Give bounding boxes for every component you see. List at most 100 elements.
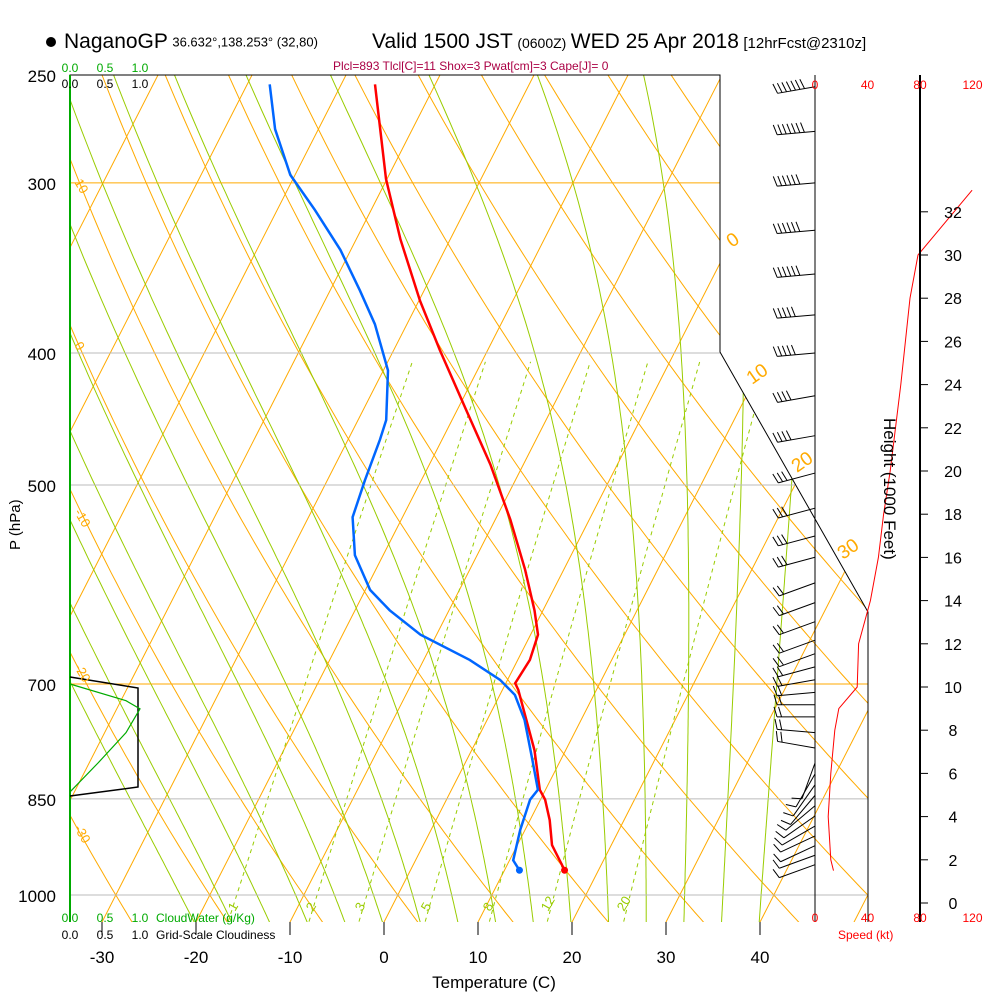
wind-barb-feather [772, 868, 780, 878]
wind-barb-feather [772, 587, 780, 597]
dry-adiabat-line [842, 75, 868, 922]
wind-barb-feather [795, 122, 801, 133]
wind-barb-feather [775, 731, 779, 742]
wind-barb-feather [790, 222, 796, 233]
wind-barb-feather [781, 506, 788, 516]
wind-barb [795, 773, 816, 808]
wind-barb-feather [772, 392, 779, 403]
cloudiness-tick-top: 1.0 [132, 77, 149, 91]
wind-barb [779, 582, 816, 597]
wind-barb [779, 653, 816, 668]
wind-barb-feather [776, 431, 783, 442]
wind-barb-feather [790, 344, 796, 355]
adiabat-label: -20 [71, 661, 93, 685]
dry-adiabat-line [70, 75, 515, 922]
wind-barb-feather [777, 267, 783, 278]
moist-adiabat-line [70, 75, 346, 922]
mixing-ratio-line [308, 361, 486, 922]
isotherm-line [100, 75, 547, 922]
mixing-ratio-line [488, 361, 649, 922]
speed-tick-label-top: 80 [913, 78, 927, 92]
wind-barb [779, 854, 816, 869]
adiabat-label: 0 [723, 229, 744, 252]
wind-barb-feather [776, 507, 784, 518]
temp-tick-label: -20 [184, 948, 209, 967]
wind-barb-feather [786, 175, 792, 186]
wind-barb-feather [777, 175, 783, 186]
wind-barb-feather [776, 624, 784, 634]
height-tick-label: 30 [944, 248, 962, 265]
wind-barb [777, 740, 816, 749]
temperature-profile [373, 84, 566, 871]
cloudiness-tick-top: 0.5 [97, 77, 114, 91]
wind-barb-feather [772, 432, 779, 443]
speed-tick-label-bottom: 0 [812, 911, 819, 925]
mixing-ratio-line [424, 361, 591, 922]
station-coords: 36.632°,138.253° (32,80) [172, 34, 318, 50]
station-dot-icon [46, 37, 56, 47]
cloudiness-tick-bottom: 0.0 [62, 928, 79, 942]
wind-barb [783, 815, 816, 839]
wind-barb-feather [786, 307, 792, 318]
wind-barb-feather [780, 731, 783, 743]
wind-barb-feather [778, 706, 783, 718]
cloudwater-tick-bottom: 0.0 [62, 911, 79, 925]
wind-barb [778, 666, 816, 678]
cloud-water-curve [69, 683, 141, 793]
wind-barb [780, 835, 816, 853]
isotherm-line [288, 75, 735, 922]
isotherm-line [70, 75, 171, 922]
speed-axis-label: Speed (kt) [838, 928, 893, 942]
wind-speed-curve [827, 189, 973, 871]
dry-adiabat-line [529, 75, 868, 922]
moist-adiabat-line [70, 75, 422, 922]
wind-barb-feather [777, 124, 783, 135]
wind-barb-feather [776, 82, 783, 93]
isotherm-line [70, 75, 453, 922]
wind-barb-feather [776, 605, 784, 615]
wind-barb-feather [772, 508, 779, 519]
wind-barb-feather [794, 79, 801, 90]
wind-barb-feather [781, 391, 788, 402]
dry-adiabat-line [92, 75, 611, 922]
station-name: NaganoGP [64, 30, 168, 53]
height-tick-label: 0 [949, 896, 958, 913]
wind-barb [778, 472, 816, 484]
pressure-tick-label: 400 [28, 345, 56, 364]
wind-barb-feather [785, 804, 797, 808]
height-tick-label: 20 [944, 464, 962, 481]
height-tick-label: 26 [944, 334, 962, 351]
speed-tick-label-top: 120 [962, 78, 982, 92]
moist-adiabat-line [164, 75, 497, 922]
wind-barb-feather [790, 265, 796, 276]
wind-barb-feather [776, 824, 787, 831]
isotherm-line [70, 75, 359, 922]
height-tick-label: 22 [944, 421, 962, 438]
moist-adiabat-line [637, 75, 690, 922]
wind-barb-feather [778, 694, 783, 705]
wind-barb [777, 86, 816, 94]
wind-barb-feather [772, 859, 780, 869]
wind-barb [777, 182, 816, 187]
wind-barb-feather [772, 685, 778, 696]
wind-barb [779, 864, 816, 879]
wind-barb-feather [775, 830, 785, 839]
wind-barb-feather [774, 837, 783, 846]
wind-barb-feather [773, 853, 781, 863]
dry-adiabat-line [342, 75, 868, 922]
wind-barb-feather [772, 658, 780, 667]
temp-tick-label: -10 [278, 948, 303, 967]
wind-barb-feather [773, 706, 778, 718]
height-tick-label: 24 [944, 378, 962, 395]
wind-barb-feather [777, 346, 783, 357]
isotherm-line [476, 75, 868, 922]
temp-tick-label: -30 [90, 948, 115, 967]
wind-barb [777, 130, 816, 136]
wind-barb-feather [790, 123, 796, 134]
wind-barb-feather [777, 685, 783, 696]
wind-barb-feather [783, 812, 794, 817]
temp-tick-label: 30 [657, 948, 676, 967]
wind-barb-feather [772, 626, 780, 636]
wind-barb-feather [790, 80, 796, 91]
wind-barb [779, 621, 816, 636]
